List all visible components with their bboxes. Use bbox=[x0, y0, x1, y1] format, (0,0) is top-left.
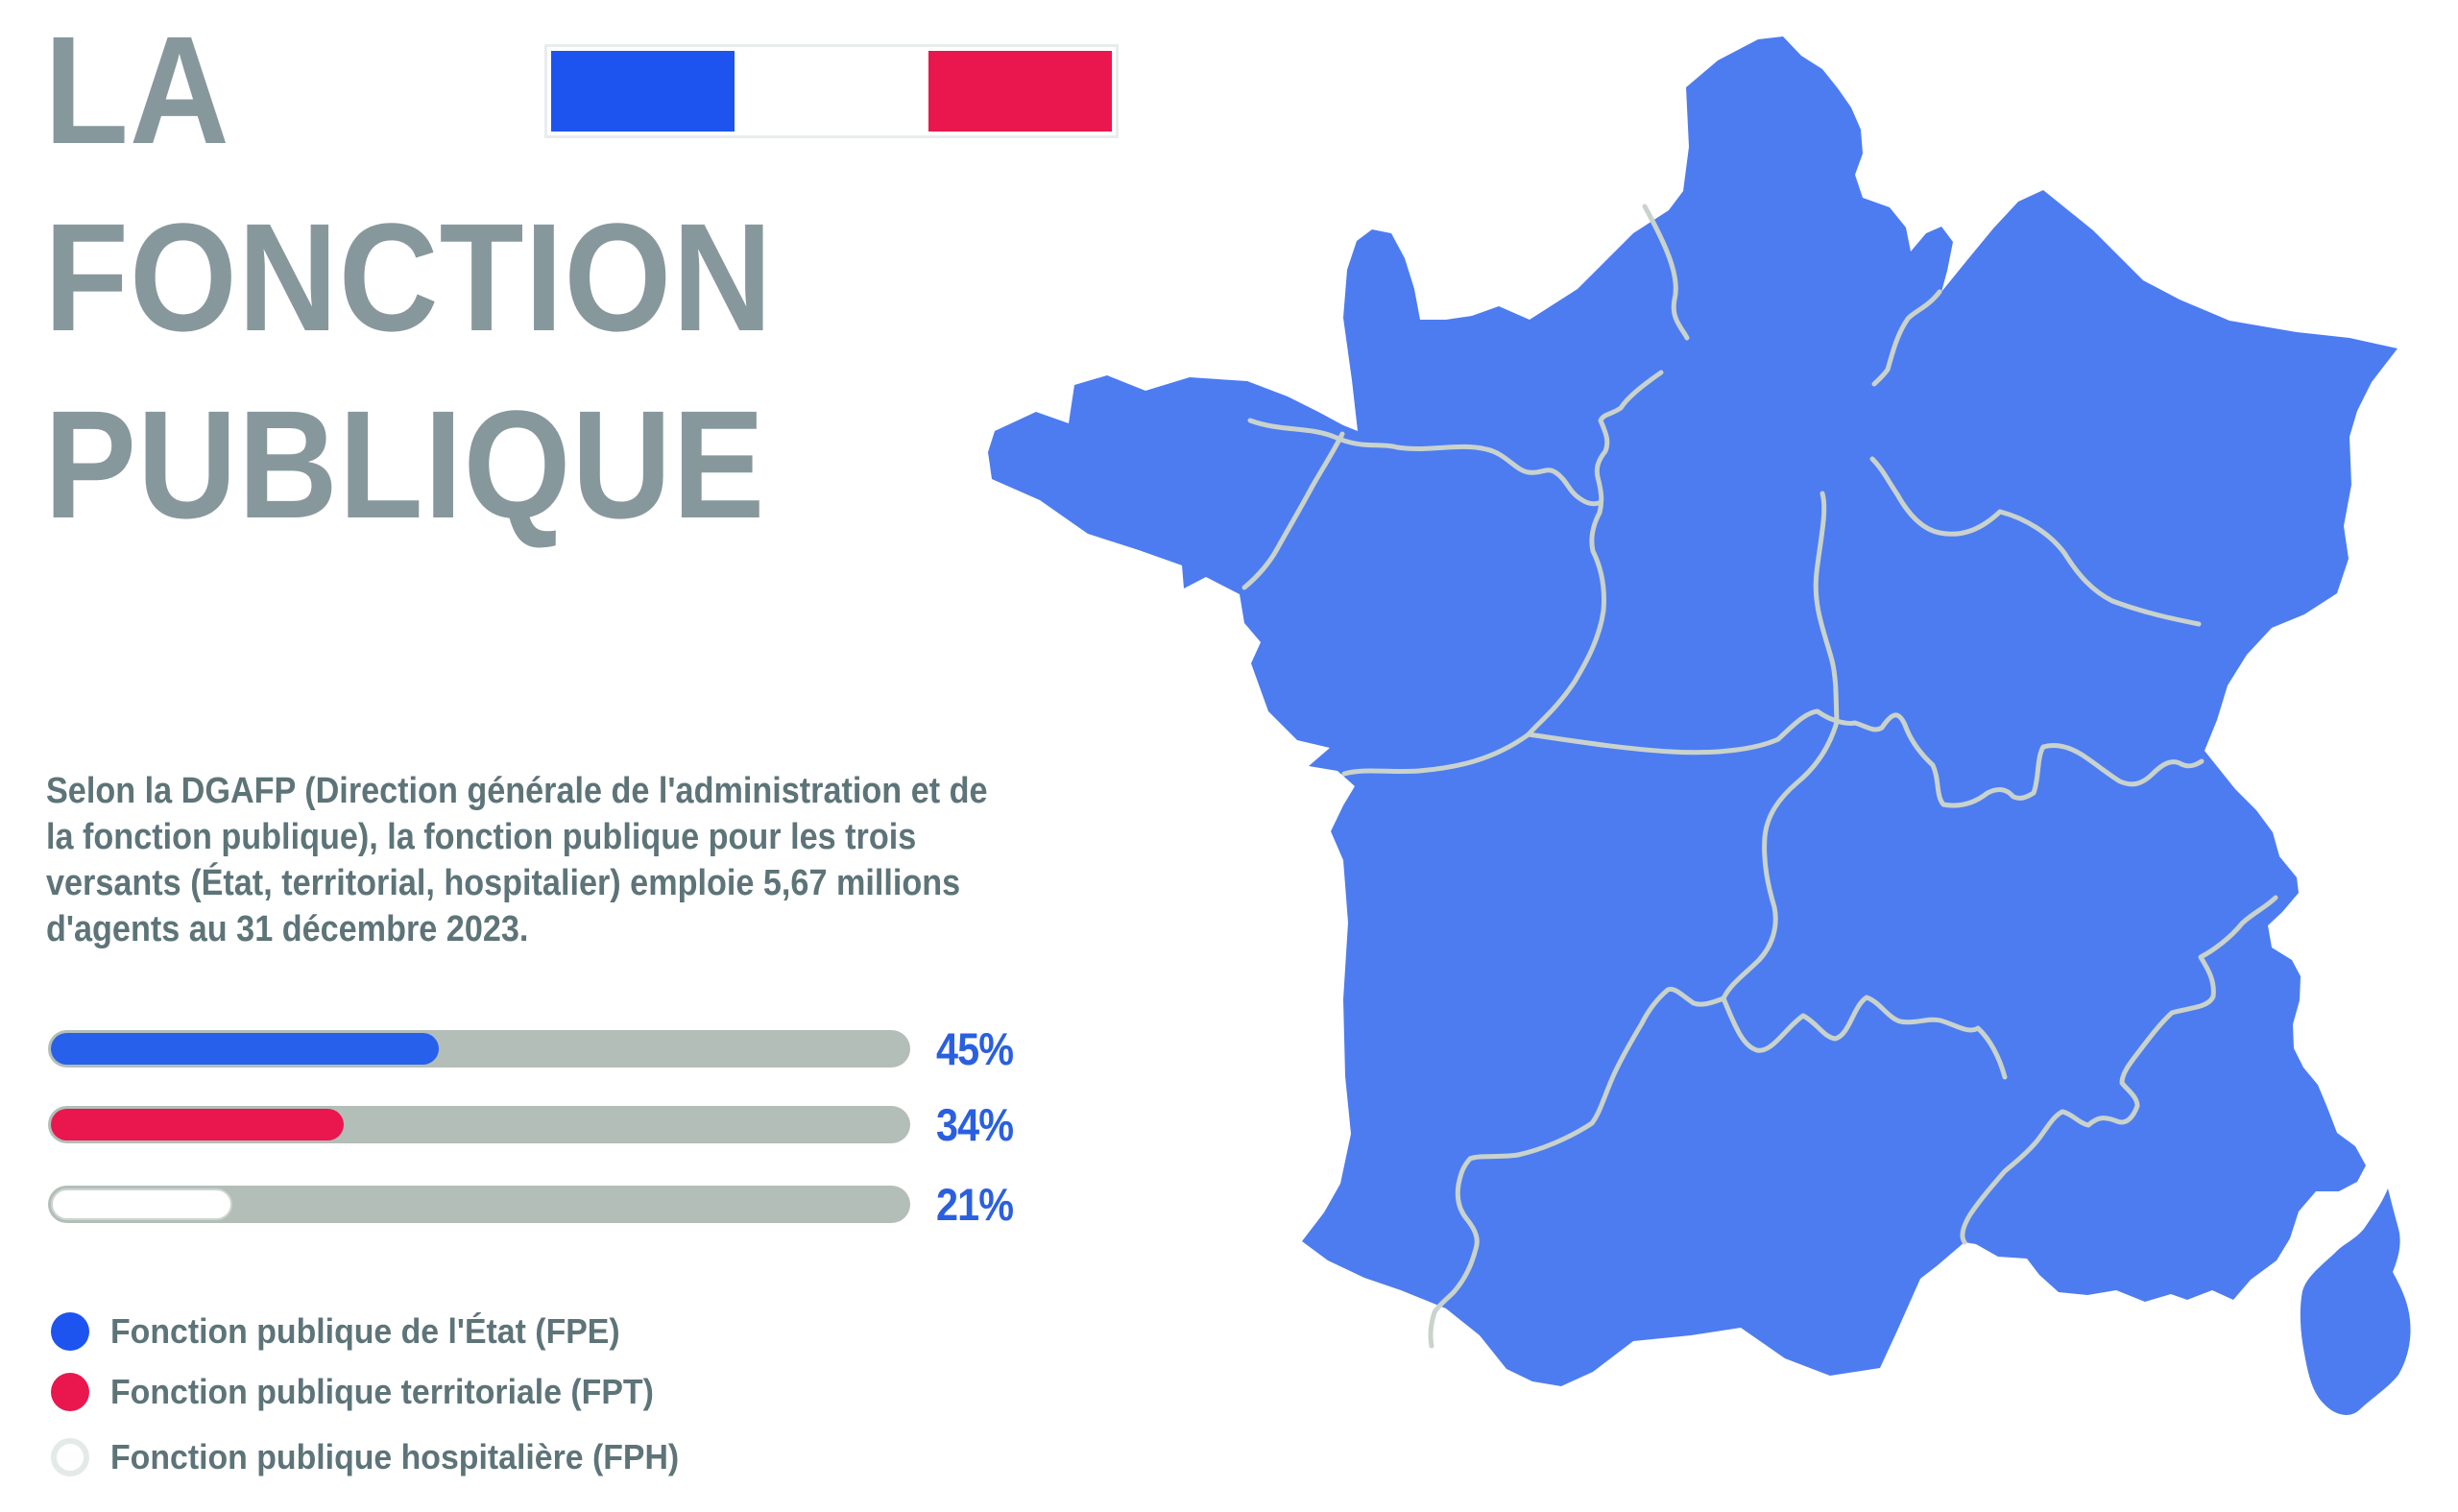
border-hauts-de-france bbox=[1642, 204, 1690, 341]
flag-white-band bbox=[739, 51, 924, 132]
bar-value-fpe: 45% bbox=[936, 1023, 1014, 1074]
border-paysdelaloire-centre bbox=[1526, 370, 1664, 737]
border-paysdelaloire-nouvelleaquitaine bbox=[1341, 732, 1531, 777]
bar-fill-fpt bbox=[51, 1109, 345, 1140]
bar-row-fpe: 45% bbox=[48, 1026, 1037, 1071]
border-normandie-sud bbox=[1247, 418, 1602, 507]
flag-red-band bbox=[928, 51, 1113, 132]
bar-value-fpt: 34% bbox=[936, 1099, 1014, 1150]
bar-row-fph: 21% bbox=[48, 1182, 1037, 1227]
legend-dot-fpe-icon bbox=[51, 1312, 89, 1351]
border-bretagne-paysdelaloire bbox=[1241, 431, 1345, 590]
intro-paragraph: Selon la DGAFP (Direction générale de l'… bbox=[46, 771, 988, 949]
border-centre-nouvelleaquitaine bbox=[1526, 732, 1781, 756]
bar-track-fph bbox=[48, 1186, 910, 1223]
legend-item-fph: Fonction publique hospitalière (FPH) bbox=[51, 1437, 715, 1477]
legend-dot-fph-icon bbox=[51, 1438, 89, 1476]
title-line-3: PUBLIQUE bbox=[44, 378, 766, 550]
border-auvergnerhonealpes-occitanie bbox=[1721, 995, 2008, 1080]
title-line-1: LA bbox=[44, 4, 230, 176]
france-mainland-shape bbox=[988, 36, 2398, 1386]
legend-label-fph: Fonction publique hospitalière (FPH) bbox=[110, 1437, 680, 1476]
legend-item-fpt: Fonction publique territoriale (FPT) bbox=[51, 1372, 688, 1412]
bar-value-fph: 21% bbox=[936, 1179, 1014, 1230]
bar-row-fpt: 34% bbox=[48, 1102, 1037, 1147]
bar-track-fpt bbox=[48, 1106, 910, 1143]
border-nouvelleaquitaine-occitanie bbox=[1428, 986, 1726, 1349]
title-line-2: FONCTION bbox=[44, 191, 774, 363]
flag-blue-band bbox=[551, 51, 735, 132]
legend-label-fpt: Fonction publique territoriale (FPT) bbox=[110, 1372, 654, 1411]
bar-track-fpe bbox=[48, 1030, 910, 1068]
legend-item-fpe: Fonction publique de l'État (FPE) bbox=[51, 1311, 653, 1352]
border-auvergnerhonealpes-paca bbox=[1960, 895, 2278, 1245]
legend-dot-fpt-icon bbox=[51, 1373, 89, 1411]
french-flag-icon bbox=[544, 44, 1119, 138]
bar-fill-fpe bbox=[51, 1033, 440, 1065]
border-centre-auvergnerhonealpes bbox=[1721, 719, 1840, 1001]
region-borders bbox=[1241, 204, 2278, 1349]
border-grandest-ouest bbox=[1871, 289, 1942, 387]
border-grandest-bourgogne bbox=[1869, 456, 2202, 627]
legend-label-fpe: Fonction publique de l'État (FPE) bbox=[110, 1311, 620, 1351]
border-bourgogne-auvergnerhonealpes bbox=[1775, 708, 2205, 808]
page-title: LA FONCTION PUBLIQUE bbox=[44, 0, 773, 558]
border-centre-bourgogne bbox=[1813, 491, 1840, 725]
bar-fill-fph bbox=[51, 1188, 232, 1220]
france-map bbox=[988, 36, 2411, 1415]
corsica-shape bbox=[2300, 1188, 2411, 1415]
